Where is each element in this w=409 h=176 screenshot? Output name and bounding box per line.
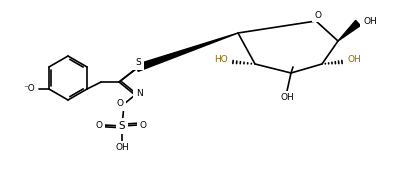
Text: N: N (135, 90, 142, 99)
Text: OH: OH (115, 143, 128, 152)
Text: O: O (95, 121, 102, 130)
Text: S: S (119, 121, 125, 131)
Polygon shape (135, 33, 237, 71)
Polygon shape (337, 20, 360, 41)
Text: HO: HO (213, 55, 227, 64)
Text: S: S (135, 58, 141, 68)
Text: O: O (139, 121, 146, 130)
Text: ⁻O: ⁻O (23, 84, 35, 93)
Text: O: O (314, 11, 321, 20)
Text: OH: OH (279, 93, 293, 102)
Text: O: O (116, 99, 123, 108)
Text: OH: OH (346, 55, 360, 64)
Text: OH: OH (362, 17, 376, 27)
